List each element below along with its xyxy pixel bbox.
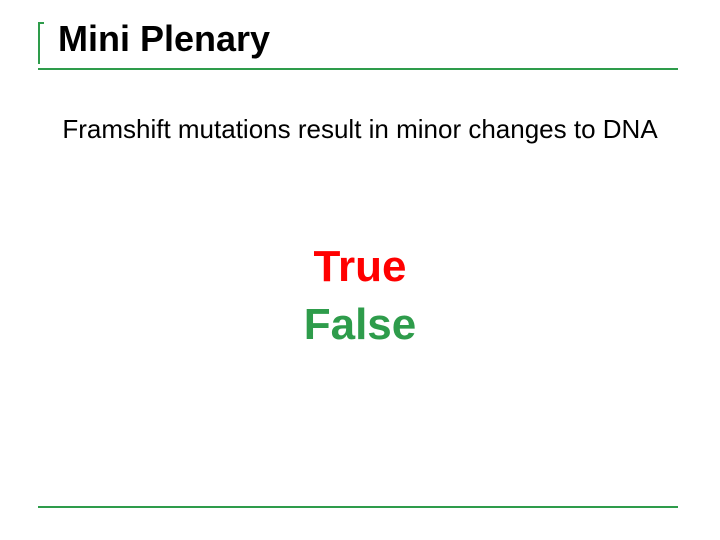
bottom-rule <box>38 506 678 508</box>
question-text: Framshift mutations result in minor chan… <box>40 113 680 146</box>
answer-false[interactable]: False <box>40 299 680 352</box>
title-underline <box>38 68 678 70</box>
answer-true[interactable]: True <box>40 241 680 294</box>
slide-title: Mini Plenary <box>50 18 680 60</box>
slide-container: Mini Plenary Framshift mutations result … <box>0 0 720 540</box>
answers-group: True False <box>40 241 680 353</box>
title-section: Mini Plenary <box>40 18 680 68</box>
title-accent-corner <box>38 22 44 64</box>
